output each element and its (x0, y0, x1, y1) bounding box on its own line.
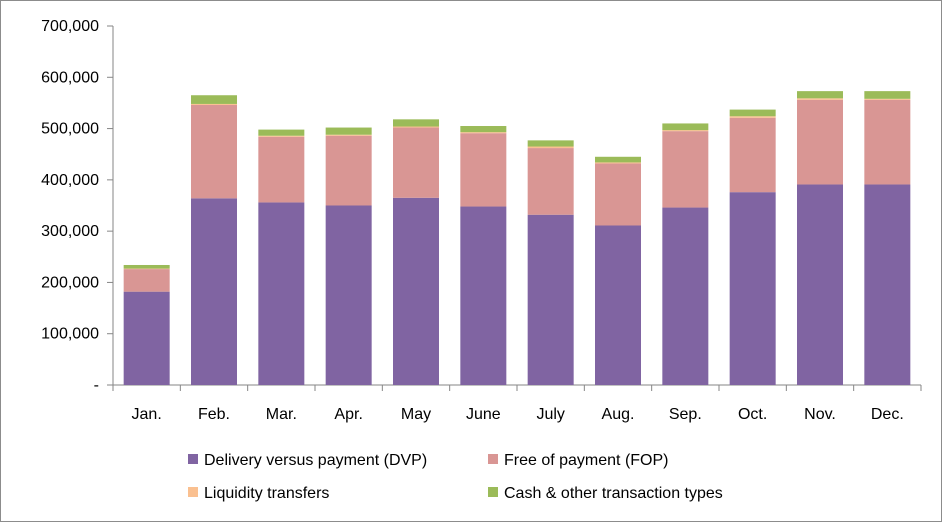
bar-segment (662, 131, 709, 208)
bar-segment (258, 202, 305, 385)
legend-label: Free of payment (FOP) (504, 452, 669, 469)
bar-segment (729, 117, 776, 193)
x-tick-label: Apr. (334, 406, 362, 423)
x-tick-label: Nov. (804, 406, 836, 423)
y-axis: - 100,000 200,000 300,000 400,000 500,000 600,… (41, 18, 114, 394)
bar-segment (729, 109, 776, 117)
x-axis: Jan. Feb. Mar. Apr. May June July Aug. Sep. Oct. N… (112, 384, 922, 423)
bar-segment (595, 162, 641, 164)
bar-segment (864, 184, 911, 385)
y-tick-label: 200,000 (41, 274, 99, 291)
y-tick-label: 100,000 (41, 326, 99, 343)
legend-label: Delivery versus payment (DVP) (204, 452, 427, 469)
x-tick-label: Feb. (198, 406, 230, 423)
bar-segment (527, 148, 574, 215)
bar-segment (258, 136, 305, 203)
bar-segment (191, 103, 237, 105)
bar-segment (460, 126, 507, 133)
bar-segment (595, 225, 641, 385)
bar-segment (729, 116, 776, 118)
bars (123, 91, 911, 385)
bar-segment (797, 184, 843, 385)
bar-segment (393, 127, 439, 198)
bar-segment (797, 99, 843, 185)
bar-segment (662, 207, 709, 385)
bar-segment (864, 98, 911, 100)
bar-segment (123, 268, 170, 270)
bar-segment (325, 127, 372, 135)
y-tick-label: 400,000 (41, 172, 99, 189)
x-tick-label: May (401, 406, 431, 423)
x-tick-label: Sep. (669, 406, 702, 423)
bar-segment (595, 163, 641, 226)
x-tick-label: Oct. (738, 406, 767, 423)
legend-swatch (188, 487, 198, 497)
bar-segment (325, 135, 372, 206)
y-tick-label: 700,000 (41, 18, 99, 35)
bar-segment (325, 134, 372, 136)
bar-segment (325, 205, 372, 385)
bar-segment (123, 269, 170, 292)
y-tick-label: 300,000 (41, 223, 99, 240)
x-tick-label: Jan. (132, 406, 162, 423)
y-tick-label: - (94, 377, 99, 394)
bar-segment (864, 99, 911, 185)
bar-segment (460, 206, 507, 385)
bar-segment (191, 198, 237, 385)
bar-segment (460, 133, 507, 207)
bar-segment (393, 197, 439, 385)
legend-swatch (488, 454, 498, 464)
bar-segment (527, 146, 574, 149)
bar-segment (123, 264, 170, 269)
x-tick-label: Aug. (602, 406, 635, 423)
bar-segment (191, 95, 237, 104)
bar-segment (460, 132, 507, 134)
x-tick-label: Mar. (266, 406, 297, 423)
bar-segment (258, 129, 305, 136)
bar-segment (864, 91, 911, 99)
y-tick-label: 600,000 (41, 69, 99, 86)
legend-swatch (488, 487, 498, 497)
bar-segment (258, 135, 305, 137)
bar-segment (393, 119, 439, 127)
legend-label: Cash & other transaction types (504, 485, 723, 502)
bar-segment (662, 123, 709, 131)
legend: Delivery versus payment (DVP) Free of pay… (188, 452, 723, 502)
x-tick-label: Dec. (871, 406, 904, 423)
bar-segment (393, 126, 439, 128)
bar-segment (527, 140, 574, 147)
legend-label: Liquidity transfers (204, 485, 329, 502)
bar-segment (662, 130, 709, 132)
bar-segment (595, 156, 641, 163)
legend-swatch (188, 454, 198, 464)
bar-segment (797, 91, 843, 99)
bar-segment (191, 104, 237, 199)
x-tick-label: June (466, 406, 501, 423)
x-tick-label: July (536, 406, 564, 423)
bar-segment (797, 98, 843, 100)
y-tick-label: 500,000 (41, 121, 99, 138)
bar-segment (527, 214, 574, 385)
bar-segment (123, 291, 170, 385)
bar-segment (729, 192, 776, 385)
